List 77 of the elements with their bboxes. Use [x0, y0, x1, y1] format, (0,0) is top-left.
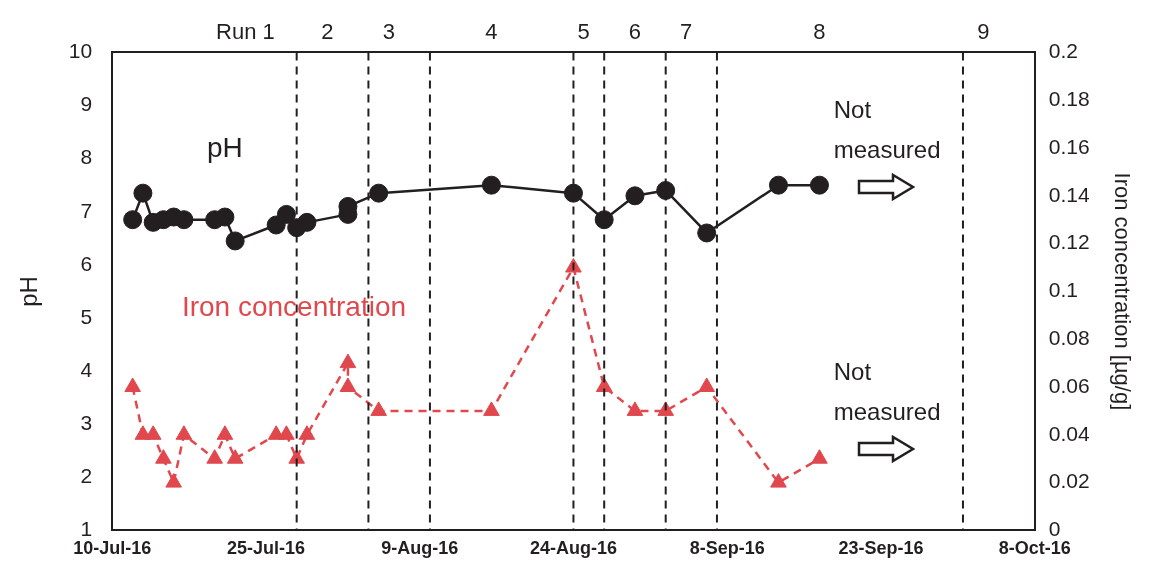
y-tick-label: 1 [80, 517, 93, 541]
point [483, 401, 500, 416]
point [298, 425, 316, 440]
y2-tick-label: 0.04 [1048, 421, 1090, 445]
x2-tick-label: 6 [628, 19, 642, 45]
point [215, 207, 235, 227]
x-tick-label: 23-Sep-16 [838, 538, 924, 559]
point [216, 425, 234, 440]
x2-tick-label: 4 [485, 19, 498, 45]
y-tick-label: 3 [80, 410, 93, 434]
y2-tick-label: 0.08 [1048, 326, 1090, 349]
y2-tick-label: 0 [1048, 517, 1061, 541]
series-label: pH [207, 131, 243, 163]
x-tick-label: 9-Aug-16 [381, 538, 459, 559]
y-axis-title: pH [15, 276, 43, 307]
x-tick-label: 24-Aug-16 [529, 538, 617, 559]
y2-tick-label: 0.2 [1048, 39, 1078, 63]
y-tick-label: 10 [68, 39, 93, 63]
point [133, 183, 153, 203]
point [625, 186, 645, 206]
x-tick-label: 8-Oct-16 [998, 538, 1071, 559]
y2-tick-label: 0.16 [1048, 134, 1090, 158]
point [297, 212, 317, 232]
point [278, 425, 295, 440]
y2-axis-title: Iron concentration [µg/g] [1109, 172, 1135, 411]
y-tick-label: 7 [80, 198, 93, 222]
point [123, 210, 143, 230]
point [369, 183, 389, 203]
y-tick-label: 4 [80, 357, 93, 381]
y2-tick-label: 0.18 [1048, 87, 1090, 110]
point [226, 449, 244, 464]
point [144, 425, 162, 440]
point [174, 210, 194, 230]
point [768, 175, 788, 195]
x2-tick-label: 9 [977, 19, 990, 45]
x2-tick-label: Run 1 [216, 19, 275, 45]
point [811, 449, 828, 464]
text: Iron concentration [181, 290, 407, 322]
y-tick-label: 9 [80, 92, 93, 116]
y2-tick-label: 0.1 [1048, 278, 1078, 302]
y2-tick-label: 0.06 [1048, 373, 1090, 397]
point [175, 425, 193, 440]
y-tick-label: 6 [80, 251, 93, 275]
point [339, 353, 357, 369]
x2-tick-label: 2 [321, 19, 334, 45]
annotation: Not measured [833, 358, 941, 426]
point [809, 175, 829, 195]
point [626, 401, 644, 416]
x2-tick-label: 8 [813, 19, 826, 45]
y2-tick-label: 0.14 [1048, 182, 1090, 206]
point [770, 473, 787, 488]
point [225, 231, 245, 251]
annotation: Not measured [833, 96, 941, 164]
x2-tick-label: 5 [577, 19, 590, 45]
point [594, 210, 614, 230]
point [165, 473, 182, 488]
y-tick-label: 8 [80, 145, 93, 169]
point [206, 449, 223, 464]
point [124, 377, 141, 392]
x-tick-label: 8-Sep-16 [689, 538, 765, 559]
point [697, 223, 717, 243]
x2-tick-label: 7 [680, 19, 693, 45]
point [563, 183, 583, 203]
point [276, 204, 296, 224]
point [656, 180, 676, 200]
y2-tick-label: 0.02 [1048, 469, 1090, 493]
point [481, 175, 501, 195]
x2-tick-label: 3 [382, 19, 396, 45]
y2-tick-label: 0.12 [1048, 230, 1090, 254]
y-tick-label: 5 [80, 304, 93, 328]
y-tick-label: 2 [80, 464, 93, 488]
point [155, 449, 172, 464]
point [370, 401, 387, 416]
point [339, 377, 357, 392]
x-tick-label: 10-Jul-16 [73, 538, 152, 559]
x-tick-label: 25-Jul-16 [226, 538, 305, 559]
point [698, 377, 715, 392]
